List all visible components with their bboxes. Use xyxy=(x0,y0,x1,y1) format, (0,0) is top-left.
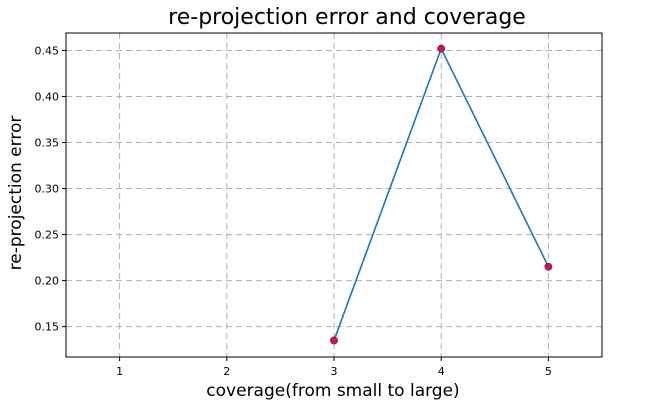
y-tick-label: 0.40 xyxy=(35,91,60,104)
series-layer xyxy=(330,44,553,345)
y-tick-label: 0.30 xyxy=(35,183,60,196)
x-axis-label: coverage(from small to large) xyxy=(206,381,459,401)
y-axis-label: re-projection error xyxy=(6,116,26,271)
y-tick-label: 0.25 xyxy=(35,229,60,242)
x-axis-ticks: 1 2 3 4 5 xyxy=(116,357,552,378)
grid xyxy=(66,33,602,357)
data-point xyxy=(330,336,338,345)
y-tick-label: 0.15 xyxy=(35,321,60,334)
x-tick-label: 2 xyxy=(223,365,230,378)
data-point xyxy=(544,262,553,271)
x-tick-label: 3 xyxy=(331,365,338,378)
x-tick-label: 5 xyxy=(545,365,552,378)
data-point xyxy=(437,44,446,53)
y-axis-ticks: 0.15 0.20 0.25 0.30 0.35 0.40 0.45 xyxy=(35,44,66,334)
y-tick-label: 0.45 xyxy=(35,44,60,57)
chart-title: re-projection error and coverage xyxy=(168,5,526,30)
x-tick-label: 4 xyxy=(438,365,445,378)
x-tick-label: 1 xyxy=(116,365,123,378)
y-tick-label: 0.35 xyxy=(35,137,60,150)
y-tick-label: 0.20 xyxy=(35,275,60,288)
